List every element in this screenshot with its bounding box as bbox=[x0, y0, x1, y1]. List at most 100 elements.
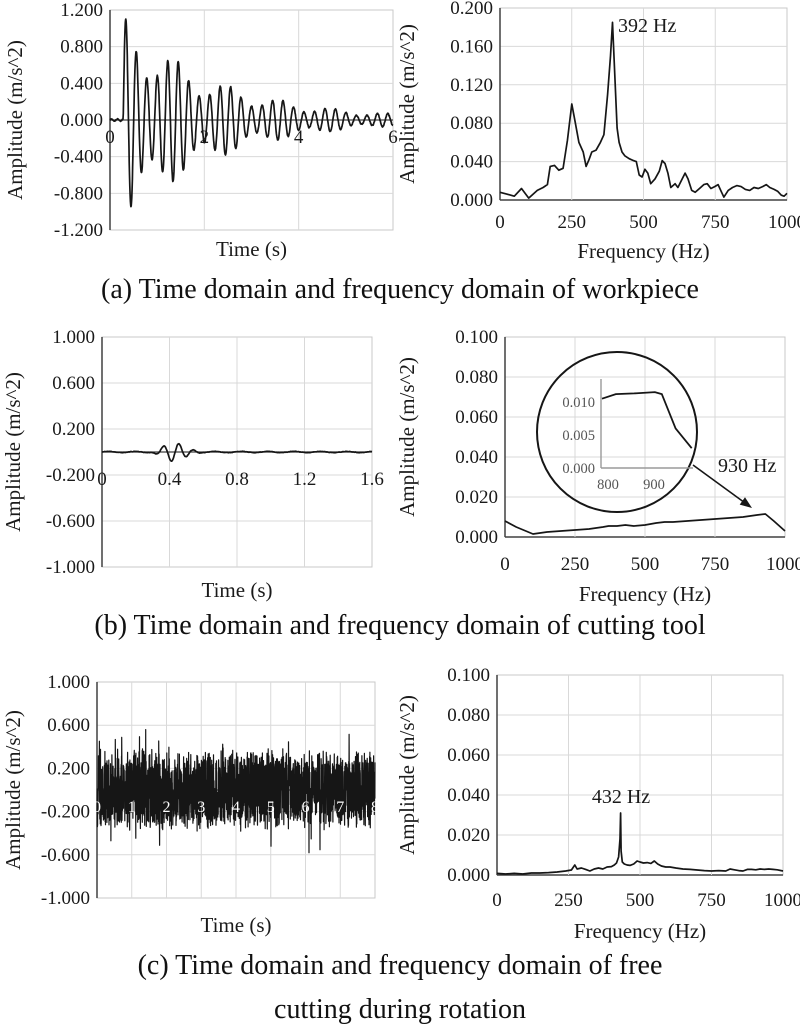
x-tick-label: 250 bbox=[558, 212, 587, 233]
y-tick-label: 0.000 bbox=[60, 110, 103, 131]
y-tick-label: 1.000 bbox=[47, 672, 90, 693]
inset-y-tick-label: 0.005 bbox=[562, 428, 595, 444]
y-axis-title: Amplitude (m/s^2) bbox=[1, 372, 25, 532]
series-line bbox=[96, 729, 376, 854]
x-tick-label: 0 bbox=[105, 127, 115, 148]
x-tick-label: 0 bbox=[492, 890, 502, 911]
x-tick-label: 500 bbox=[631, 554, 660, 575]
peak-annotation: 432 Hz bbox=[592, 786, 650, 808]
x-tick-label: 2 bbox=[200, 127, 210, 148]
series-line bbox=[101, 442, 373, 463]
y-tick-label: 0.200 bbox=[450, 0, 493, 19]
x-tick-label: 1000 bbox=[764, 890, 800, 911]
x-tick-label: 1 bbox=[128, 799, 136, 816]
chart-free-cutting-time: 1.000 0.600 0.200 -0.200 -0.600 -1.000 0 1 2 3 4 5 6… bbox=[1, 672, 379, 937]
series-line bbox=[109, 18, 394, 208]
y-tick-label: 0.040 bbox=[455, 447, 498, 468]
caption-c-line2: cutting during rotation bbox=[274, 994, 526, 1025]
x-axis-title: Time (s) bbox=[201, 913, 272, 937]
x-axis-title: Frequency (Hz) bbox=[574, 919, 706, 943]
x-tick-label: 6 bbox=[388, 127, 398, 148]
y-axis-title: Amplitude (m/s^2) bbox=[3, 40, 27, 200]
y-tick-label: -1.000 bbox=[46, 557, 95, 578]
y-tick-label: 0.200 bbox=[52, 419, 95, 440]
series-line bbox=[496, 812, 784, 875]
caption-c-line1: (c) Time domain and frequency domain of … bbox=[137, 950, 663, 981]
y-tick-label: 0.040 bbox=[447, 785, 490, 806]
y-tick-label: -0.400 bbox=[54, 147, 103, 168]
y-tick-label: -0.600 bbox=[46, 511, 95, 532]
magnifier-circle bbox=[536, 351, 698, 513]
x-tick-label: 5 bbox=[267, 799, 275, 816]
inset-x-tick-label: 800 bbox=[597, 477, 619, 493]
y-tick-label: 0.020 bbox=[447, 825, 490, 846]
x-tick-label: 750 bbox=[701, 554, 730, 575]
x-axis-title: Time (s) bbox=[202, 578, 273, 602]
inset-x-tick-label: 900 bbox=[643, 477, 665, 493]
x-tick-label: 0 bbox=[495, 212, 505, 233]
y-tick-label: 0.060 bbox=[447, 745, 490, 766]
x-tick-label: 8 bbox=[371, 799, 379, 816]
y-tick-label: 0.800 bbox=[60, 37, 103, 58]
caption-c: (c) Time domain and frequency domain of … bbox=[0, 944, 800, 1031]
x-tick-label: 0 bbox=[97, 469, 107, 490]
y-tick-label: 0.400 bbox=[60, 73, 103, 94]
series-line bbox=[504, 513, 786, 535]
annotation-arrow-head bbox=[739, 497, 752, 508]
y-axis-title: Amplitude (m/s^2) bbox=[395, 695, 419, 855]
y-tick-label: -0.800 bbox=[54, 183, 103, 204]
x-tick-label: 6 bbox=[302, 799, 310, 816]
peak-annotation: 930 Hz bbox=[718, 455, 776, 477]
x-tick-label: 4 bbox=[294, 127, 304, 148]
y-axis-title: Amplitude (m/s^2) bbox=[395, 24, 419, 184]
y-tick-label: 1.000 bbox=[52, 327, 95, 348]
x-tick-label: 750 bbox=[701, 212, 730, 233]
y-tick-label: 0.600 bbox=[47, 715, 90, 736]
y-axis-title: Amplitude (m/s^2) bbox=[395, 357, 419, 517]
x-tick-label: 0.8 bbox=[225, 469, 249, 490]
y-tick-label: -0.200 bbox=[46, 465, 95, 486]
y-tick-label: 0.600 bbox=[52, 373, 95, 394]
x-tick-label: 0 bbox=[93, 799, 101, 816]
x-tick-label: 1.2 bbox=[293, 469, 317, 490]
chart-workpiece-time: 1.200 0.800 0.400 0.000 -0.400 -0.800 -1.200 0 2… bbox=[3, 0, 398, 261]
x-axis-title: Frequency (Hz) bbox=[577, 239, 709, 263]
chart-cutting-tool-time: 1.000 0.600 0.200 -0.200 -0.600 -1.000 0 0.4 0.8… bbox=[1, 327, 384, 602]
y-tick-label: 0.000 bbox=[450, 190, 493, 211]
x-tick-label: 500 bbox=[626, 890, 655, 911]
y-tick-label: 0.100 bbox=[455, 327, 498, 348]
x-tick-label: 1000 bbox=[766, 554, 800, 575]
peak-annotation: 392 Hz bbox=[618, 15, 676, 37]
caption-b: (b) Time domain and frequency domain of … bbox=[94, 610, 706, 641]
y-axis-title: Amplitude (m/s^2) bbox=[1, 710, 25, 870]
y-tick-label: 0.000 bbox=[447, 865, 490, 886]
x-tick-label: 1000 bbox=[768, 212, 800, 233]
y-tick-label: 0.200 bbox=[47, 758, 90, 779]
inset-y-tick-label: 0.000 bbox=[562, 461, 595, 477]
caption-a: (a) Time domain and frequency domain of … bbox=[101, 274, 699, 305]
y-tick-label: -0.600 bbox=[41, 845, 90, 866]
inset-y-tick-label: 0.010 bbox=[562, 395, 595, 411]
y-tick-label: -1.200 bbox=[54, 220, 103, 241]
y-tick-label: 0.160 bbox=[450, 36, 493, 57]
y-tick-label: -0.200 bbox=[41, 802, 90, 823]
x-tick-label: 7 bbox=[336, 799, 344, 816]
x-tick-label: 0 bbox=[500, 554, 510, 575]
x-axis-title: Frequency (Hz) bbox=[579, 582, 711, 606]
annotation-arrow-line bbox=[692, 464, 748, 506]
y-tick-label: -1.000 bbox=[41, 888, 90, 909]
y-tick-label: 0.000 bbox=[455, 527, 498, 548]
x-axis-title: Time (s) bbox=[216, 237, 287, 261]
y-tick-label: 0.080 bbox=[450, 113, 493, 134]
x-tick-label: 1.6 bbox=[360, 469, 384, 490]
x-tick-label: 3 bbox=[197, 799, 205, 816]
y-tick-label: 0.040 bbox=[450, 152, 493, 173]
series-line bbox=[499, 21, 788, 199]
x-tick-label: 750 bbox=[697, 890, 726, 911]
x-tick-label: 0.4 bbox=[158, 469, 182, 490]
y-tick-label: 0.060 bbox=[455, 407, 498, 428]
